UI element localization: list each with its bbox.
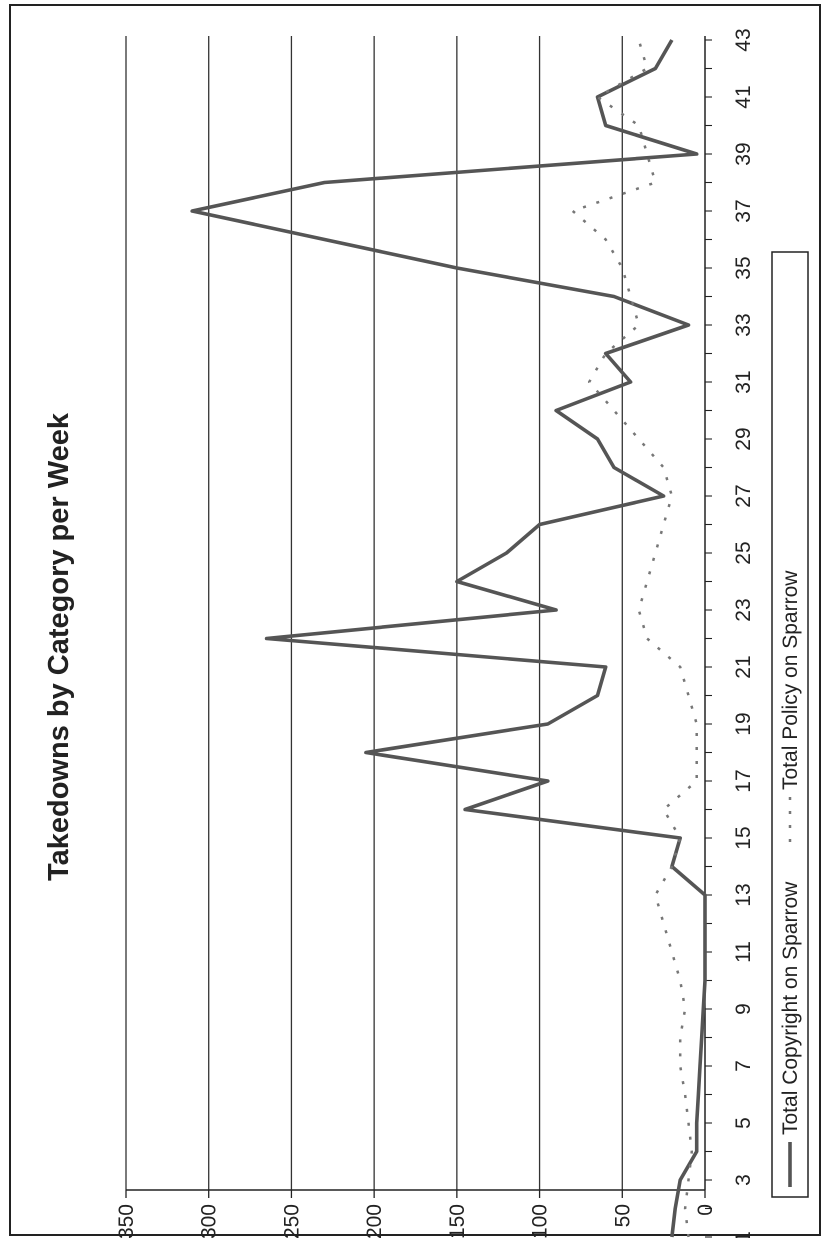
chart-frame: 0 50 100 150 200 250 300 350 1 3 5 7 9 11 13 15 17 19 21 2… bbox=[9, 4, 821, 1238]
y-tick-label: 350 bbox=[115, 1204, 138, 1238]
x-tick-label: 15 bbox=[732, 826, 755, 849]
x-tick-label: 23 bbox=[732, 598, 755, 621]
y-tick-label: 200 bbox=[363, 1204, 386, 1238]
x-tick-label: 33 bbox=[732, 313, 755, 336]
x-tick-label: 11 bbox=[732, 941, 755, 963]
x-tick-label: 13 bbox=[732, 883, 755, 906]
x-tick-label: 19 bbox=[732, 712, 755, 735]
series bbox=[190, 39, 707, 1238]
y-tick-label: 150 bbox=[446, 1204, 469, 1238]
x-tick-label: 39 bbox=[732, 142, 755, 165]
y-tick-label: 300 bbox=[198, 1204, 221, 1238]
y-tick-label: 250 bbox=[280, 1204, 303, 1238]
x-tick-label: 21 bbox=[732, 655, 755, 678]
x-tick-label: 31 bbox=[732, 370, 755, 393]
legend: Total Copyright on Sparrow Total Policy o… bbox=[771, 251, 809, 1198]
series-line-copyright bbox=[190, 39, 707, 1238]
x-tick-label: 29 bbox=[732, 427, 755, 450]
x-tick-label: 35 bbox=[732, 256, 755, 279]
x-tick-label: 17 bbox=[732, 769, 755, 792]
legend-label-copyright: Total Copyright on Sparrow bbox=[779, 881, 802, 1135]
y-axis: 0 50 100 150 200 250 300 350 bbox=[115, 1189, 717, 1238]
series-line-policy bbox=[571, 39, 698, 1238]
x-tick-label: 43 bbox=[732, 28, 755, 51]
y-tick-label: 100 bbox=[529, 1204, 552, 1238]
x-tick-label: 7 bbox=[732, 1060, 755, 1072]
x-tick-label: 41 bbox=[732, 85, 755, 108]
y-tick-label: 50 bbox=[611, 1204, 634, 1227]
x-tick-label: 9 bbox=[732, 1003, 755, 1015]
x-tick-label: 1 bbox=[732, 1231, 755, 1238]
gridlines bbox=[125, 36, 623, 1190]
chart-title: Takedowns by Category per Week bbox=[43, 412, 75, 881]
legend-label-policy: Total Policy on Sparrow bbox=[779, 570, 802, 790]
x-tick-label: 3 bbox=[732, 1174, 755, 1186]
legend-box bbox=[771, 251, 809, 1198]
x-tick-label: 27 bbox=[732, 484, 755, 507]
x-tick-label: 25 bbox=[732, 541, 755, 564]
y-tick-label: 0 bbox=[694, 1204, 717, 1216]
chart-title-group: Takedowns by Category per Week bbox=[43, 412, 75, 881]
x-tick-label: 5 bbox=[732, 1117, 755, 1129]
x-tick-label: 37 bbox=[732, 199, 755, 222]
